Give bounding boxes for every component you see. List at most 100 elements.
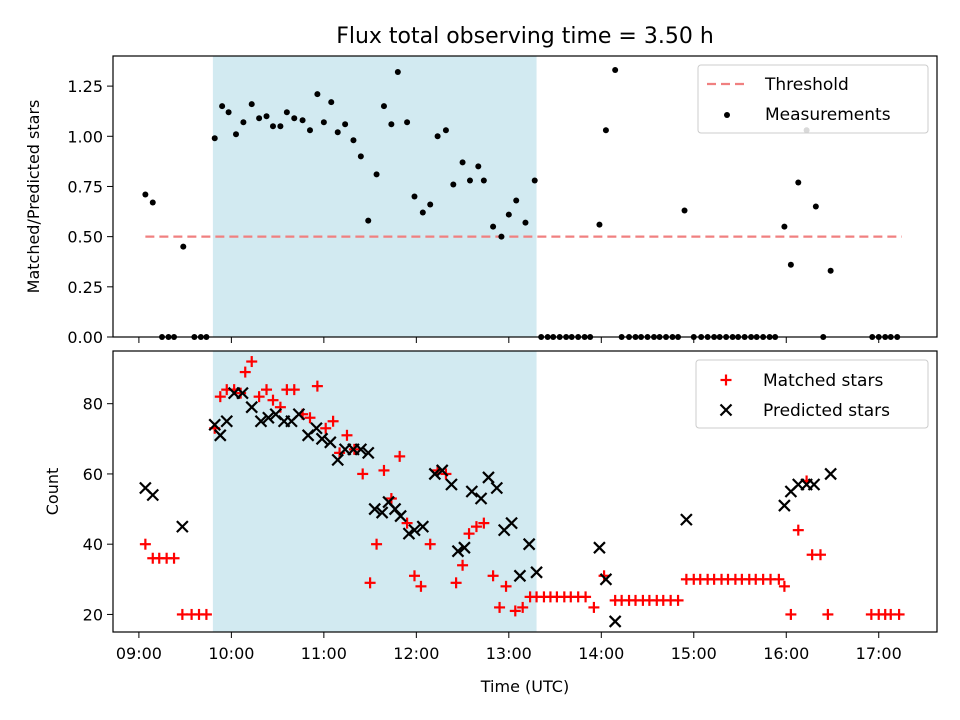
- top-ytick-label: 0.50: [67, 228, 103, 247]
- measurement-point: [466, 177, 473, 184]
- matched-star-point: [320, 422, 332, 434]
- matched-star-point: [778, 580, 790, 592]
- predicted-star-point: [245, 400, 258, 414]
- xtick-label: 13:00: [486, 644, 532, 663]
- matched-star-point: [214, 391, 226, 403]
- matched-star-point: [470, 521, 482, 533]
- legend-predicted-label: Predicted stars: [763, 401, 890, 421]
- measurement-point: [522, 219, 529, 226]
- predicted-star-point: [778, 499, 791, 512]
- measurement-point: [812, 203, 819, 210]
- measurement-point: [596, 221, 603, 228]
- matched-star-point: [478, 517, 490, 529]
- predicted-star-point: [482, 471, 495, 484]
- predicted-star-point: [513, 569, 527, 583]
- matched-star-point: [371, 538, 383, 550]
- matched-star-point: [261, 384, 273, 396]
- bot-ytick-label: 80: [83, 395, 103, 414]
- bottom-y-axis-label: Count: [43, 468, 62, 516]
- predicted-star-point: [416, 520, 430, 533]
- matched-star-point: [773, 573, 785, 585]
- top-ytick-label: 1.00: [67, 127, 103, 146]
- chart-title: Flux total observing time = 3.50 h: [336, 24, 714, 49]
- top-panel: 0.00 0.25 0.50 0.75 1.00 1.25 Flux total obse…: [24, 24, 938, 347]
- matched-star-point: [424, 538, 436, 550]
- x-axis-label: Time (UTC): [480, 677, 569, 696]
- predicted-star-point: [428, 467, 442, 481]
- measurement-point: [475, 163, 482, 170]
- measurement-point: [442, 127, 449, 134]
- bottom-observing-span: [212, 351, 537, 632]
- predicted-star-point: [375, 506, 389, 519]
- measurement-point: [795, 179, 802, 186]
- measurement-point: [781, 223, 788, 230]
- bottom-legend: Matched stars Predicted stars: [695, 359, 929, 429]
- matched-star-point: [509, 605, 521, 617]
- predicted-star-point: [465, 485, 479, 498]
- bottom-panel: 20 40 60 80 09:00 10:00 11:00 12:00 13:00 14:00 15…: [43, 350, 938, 696]
- predicted-star-point: [394, 509, 407, 523]
- xtick-label: 10:00: [208, 644, 254, 663]
- top-y-axis-label: Matched/Predicted stars: [24, 100, 43, 294]
- predicted-star-point: [176, 520, 189, 533]
- matched-star-point: [239, 366, 251, 378]
- legend-matched-marker: [720, 374, 732, 386]
- measurement-point: [411, 193, 418, 200]
- matched-star-point: [672, 594, 684, 606]
- measurement-point: [283, 109, 290, 116]
- matched-star-point: [463, 528, 475, 540]
- predicted-star-point: [522, 537, 536, 551]
- measurement-point: [490, 223, 497, 230]
- predicted-star-point: [599, 573, 613, 586]
- predicted-star-point: [310, 421, 323, 435]
- matched-star-point: [176, 608, 188, 620]
- predicted-star-point: [146, 488, 160, 502]
- top-ytick-label: 0.25: [67, 278, 103, 297]
- measurement-point: [612, 67, 619, 74]
- predicted-star-point: [593, 541, 606, 554]
- measurement-point: [256, 115, 263, 122]
- predicted-star-point: [435, 464, 449, 477]
- measurement-point: [225, 109, 232, 116]
- measurement-point: [419, 209, 426, 216]
- top-ytick-label: 0.00: [67, 328, 103, 347]
- measurement-point: [211, 135, 218, 142]
- measurement-point: [827, 267, 834, 274]
- legend-threshold-label: Threshold: [764, 75, 849, 95]
- predicted-star-point: [331, 453, 345, 467]
- matched-star-point: [246, 356, 258, 368]
- measurement-point: [450, 181, 457, 188]
- legend-matched-swatch: [720, 374, 732, 386]
- predicted-star-point: [807, 478, 821, 491]
- top-axes-frame: [112, 55, 938, 338]
- matched-star-point: [500, 580, 512, 592]
- predicted-star-point: [236, 386, 249, 400]
- predicted-star-points: [139, 386, 837, 628]
- measurement-point: [291, 115, 298, 122]
- matched-star-point: [494, 601, 506, 613]
- predicted-star-point: [361, 446, 375, 460]
- predicted-star-point: [608, 615, 622, 628]
- predicted-star-point: [208, 418, 222, 432]
- measurement-point: [459, 159, 466, 166]
- matched-star-point: [792, 524, 804, 536]
- measurement-point: [513, 197, 520, 204]
- matched-star-point: [253, 391, 265, 403]
- xtick-label: 17:00: [856, 644, 902, 663]
- predicted-star-point: [213, 429, 227, 442]
- measurement-point: [314, 91, 321, 98]
- measurement-point: [380, 103, 387, 110]
- measurement-point: [365, 217, 372, 224]
- measurement-point: [404, 119, 411, 126]
- predicted-star-point: [490, 481, 504, 495]
- matched-star-point: [401, 517, 413, 529]
- matched-star-point: [408, 570, 420, 582]
- legend-measurements-label: Measurements: [765, 105, 891, 125]
- measurement-point: [263, 113, 270, 120]
- measurement-point: [240, 119, 247, 126]
- predicted-star-point: [292, 407, 306, 421]
- xtick-label: 12:00: [393, 644, 439, 663]
- predicted-star-point: [505, 516, 518, 530]
- top-legend: Threshold Measurements: [697, 64, 929, 134]
- measurement-point: [388, 121, 395, 128]
